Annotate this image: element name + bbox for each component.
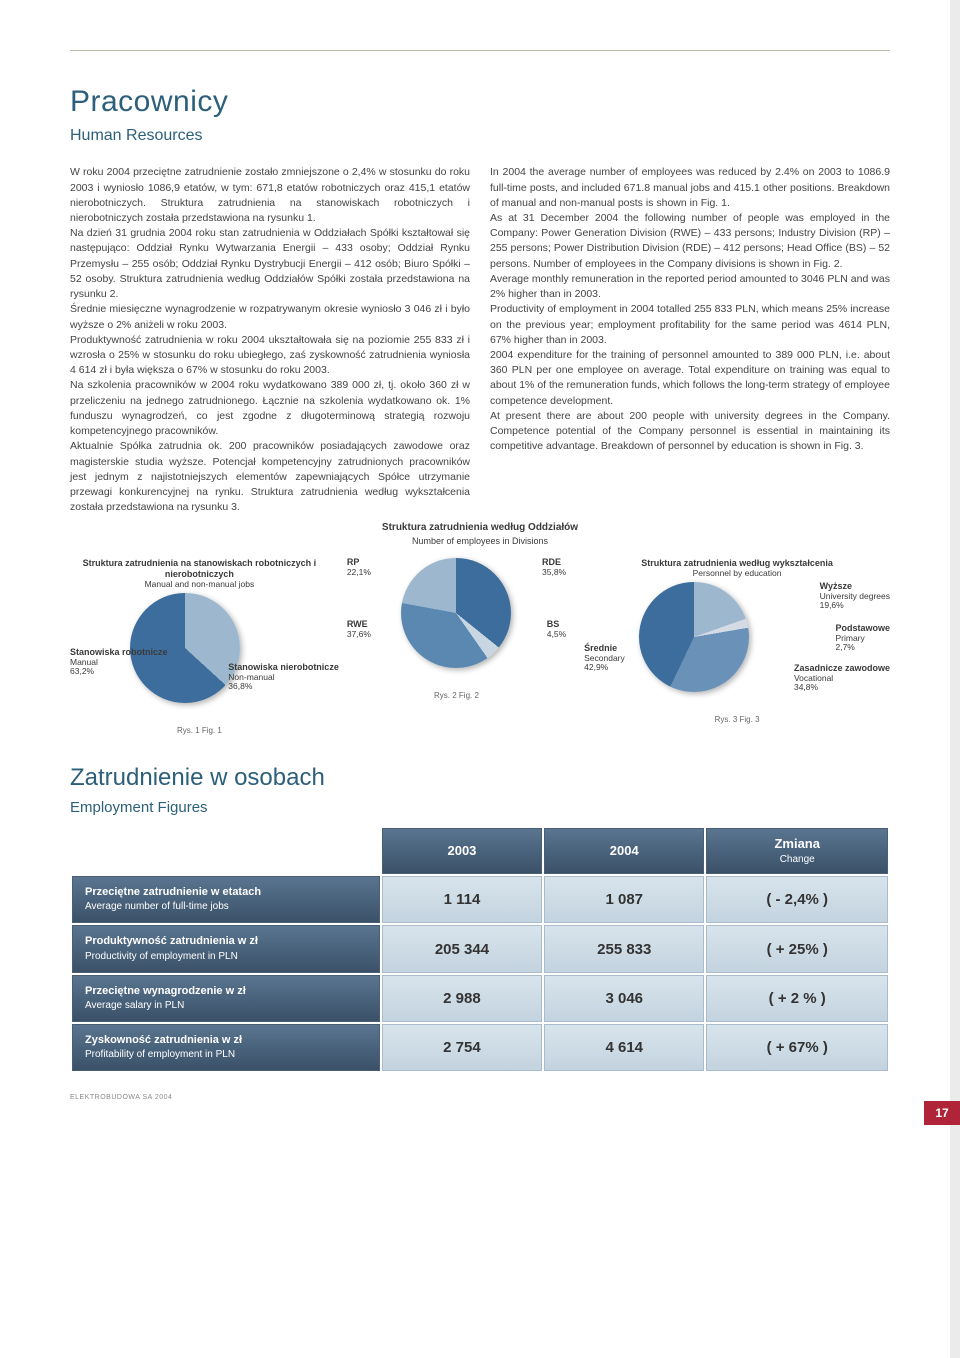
- chart2-caption: Rys. 2 Fig. 2: [339, 690, 574, 701]
- table-subtitle: Employment Figures: [70, 797, 890, 818]
- cell: 1 114: [382, 876, 542, 923]
- table-row: Produktywność zatrudnienia w złProductiv…: [72, 925, 888, 972]
- body-right: In 2004 the average number of employees …: [490, 165, 890, 515]
- chart1-title: Struktura zatrudnienia na stanowiskach r…: [70, 558, 329, 580]
- chart3-seg2-label: Wyższe University degrees 19,6%: [820, 582, 890, 611]
- chart3-caption: Rys. 3 Fig. 3: [584, 714, 890, 725]
- cell: 4 614: [544, 1024, 704, 1071]
- body-left: W roku 2004 przeciętne zatrudnienie zost…: [70, 165, 470, 515]
- chart3-seg1-label: Średnie Secondary 42,9%: [584, 644, 625, 673]
- rowhead: Przeciętne zatrudnienie w etatachAverage…: [72, 876, 380, 923]
- cell: 255 833: [544, 925, 704, 972]
- cell: 2 754: [382, 1024, 542, 1071]
- table-row: Przeciętne wynagrodzenie w złAverage sal…: [72, 975, 888, 1022]
- chart3-sub: Personnel by education: [584, 569, 890, 578]
- cell: 1 087: [544, 876, 704, 923]
- colhead-change: Zmiana Change: [706, 828, 888, 874]
- page-number: 17: [924, 1101, 960, 1125]
- table-title: Zatrudnienie w osobach: [70, 761, 890, 795]
- cell: ( + 2 % ): [706, 975, 888, 1022]
- chart3-pie: [639, 582, 749, 692]
- cell: ( + 67% ): [706, 1024, 888, 1071]
- colhead-2003: 2003: [382, 828, 542, 874]
- cell: ( + 25% ): [706, 925, 888, 972]
- rowhead: Zyskowność zatrudnienia w złProfitabilit…: [72, 1024, 380, 1071]
- footer-text: ELEKTROBUDOWA SA 2004: [70, 1093, 890, 1103]
- cell: 205 344: [382, 925, 542, 972]
- rowhead: Przeciętne wynagrodzenie w złAverage sal…: [72, 975, 380, 1022]
- body-columns: W roku 2004 przeciętne zatrudnienie zost…: [70, 165, 890, 515]
- table-row: Przeciętne zatrudnienie w etatachAverage…: [72, 876, 888, 923]
- section-subtitle: Human Resources: [70, 125, 890, 147]
- chart1-seg2-label: Stanowiska nierobotnicze Non-manual 36,8…: [228, 663, 339, 692]
- chart2-title: Struktura zatrudnienia według Oddziałów: [70, 521, 890, 535]
- page: Pracownicy Human Resources W roku 2004 p…: [0, 0, 960, 1133]
- chart3-seg3-label: Podstawowe Primary 2,7%: [835, 624, 890, 653]
- chart1: Struktura zatrudnienia na stanowiskach r…: [70, 558, 329, 736]
- cell: 2 988: [382, 975, 542, 1022]
- chart2-rwe-label: RWE 37,6%: [347, 620, 371, 639]
- chart2: RP 22,1% RDE 35,8% RWE 37,6% BS 4,5% Rys…: [339, 558, 574, 701]
- chart2-bs-label: BS 4,5%: [547, 620, 566, 639]
- cell: ( - 2,4% ): [706, 876, 888, 923]
- colhead-2004: 2004: [544, 828, 704, 874]
- chart2-rp-label: RP 22,1%: [347, 558, 371, 577]
- rowhead: Produktywność zatrudnienia w złProductiv…: [72, 925, 380, 972]
- chart2-subtitle: Number of employees in Divisions: [70, 535, 890, 548]
- chart1-caption: Rys. 1 Fig. 1: [70, 725, 329, 736]
- employment-table: 2003 2004 Zmiana Change Przeciętne zatru…: [70, 826, 890, 1074]
- chart3: Struktura zatrudnienia według wykształce…: [584, 558, 890, 725]
- chart1-seg1-label: Stanowiska robotnicze Manual 63,2%: [70, 648, 168, 677]
- header-rule: [70, 50, 890, 51]
- cell: 3 046: [544, 975, 704, 1022]
- chart2-pie: [401, 558, 511, 668]
- section-title: Pracownicy: [70, 81, 890, 123]
- table-row: Zyskowność zatrudnienia w złProfitabilit…: [72, 1024, 888, 1071]
- chart1-sub: Manual and non-manual jobs: [70, 580, 329, 589]
- charts-row: Struktura zatrudnienia na stanowiskach r…: [70, 558, 890, 736]
- table-header-row: 2003 2004 Zmiana Change: [72, 828, 888, 874]
- chart3-seg4-label: Zasadnicze zawodowe Vocational 34,8%: [794, 664, 890, 693]
- chart2-rde-label: RDE 35,8%: [542, 558, 566, 577]
